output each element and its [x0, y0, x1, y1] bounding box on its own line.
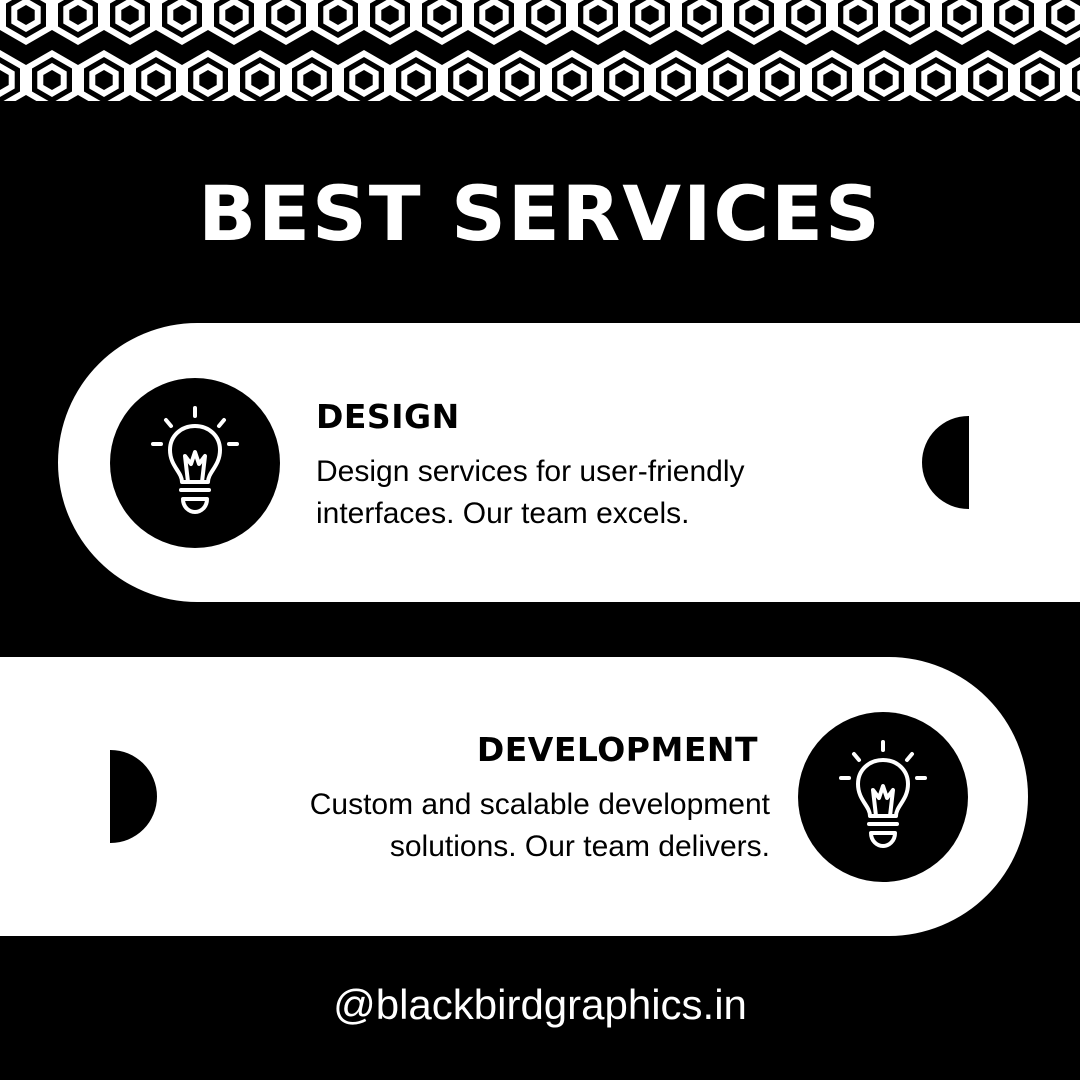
service-title-development: DEVELOPMENT	[476, 730, 758, 769]
hexagon-pattern-banner	[0, 0, 1080, 101]
description-line: solutions. Our team delivers.	[389, 830, 770, 863]
service-title-design: DESIGN	[316, 397, 460, 436]
description-line: Design services for user-friendly	[316, 455, 745, 488]
service-description-design: Design services for user-friendly interf…	[316, 451, 836, 535]
description-line: interfaces. Our team excels.	[316, 497, 690, 530]
lightbulb-icon	[110, 378, 280, 548]
description-line: Custom and scalable development	[309, 788, 770, 821]
service-description-development: Custom and scalable development solution…	[210, 784, 770, 868]
lightbulb-icon	[798, 712, 968, 882]
social-handle[interactable]: @blackbirdgraphics.in	[333, 981, 747, 1028]
page-title: BEST SERVICES	[198, 169, 882, 258]
